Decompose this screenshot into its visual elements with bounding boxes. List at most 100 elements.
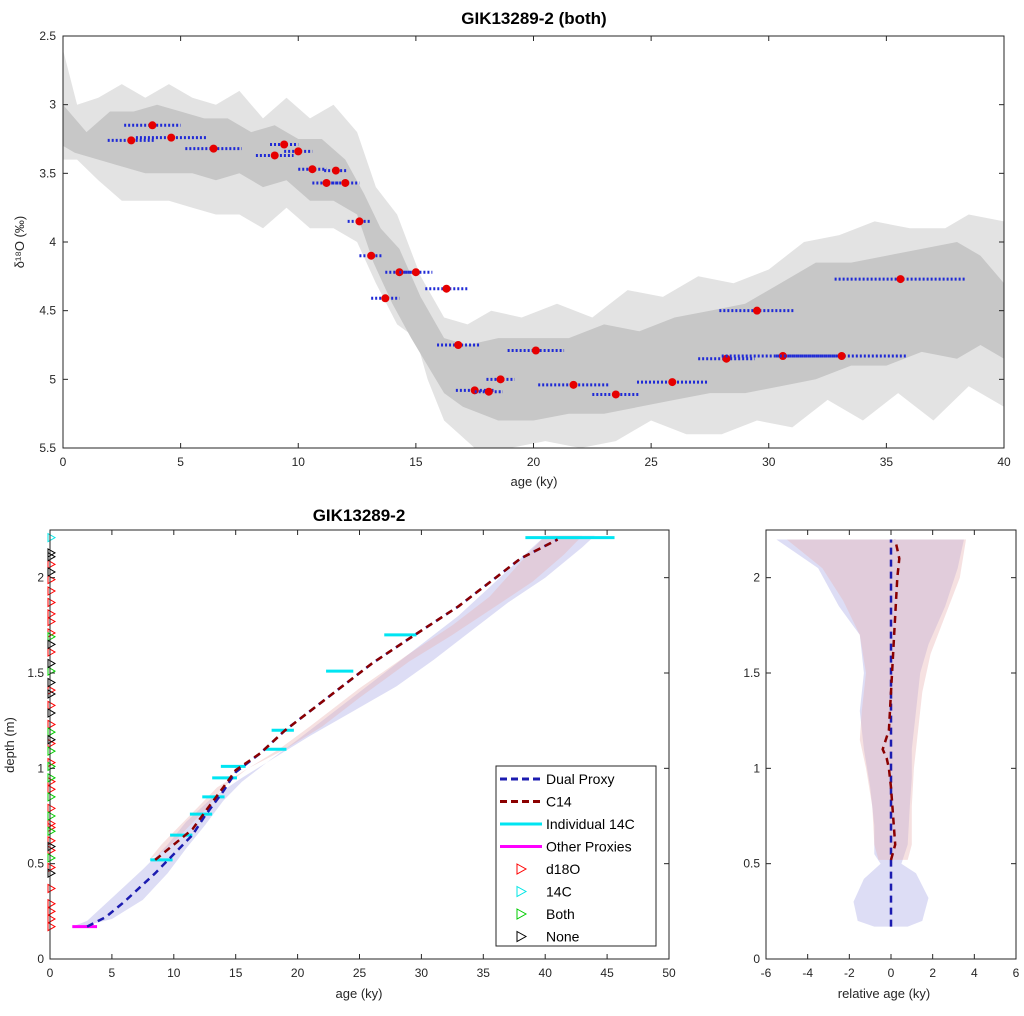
d18o-data-point [367,251,376,260]
y-tick-label: 0 [37,952,44,966]
x-tick-label: 45 [600,966,614,980]
y-tick-label: 1.5 [27,666,44,680]
x-tick-label: 40 [997,455,1011,469]
marker-d18o [47,700,57,711]
d18o-data-point [167,133,176,142]
d18o-data-point [531,346,540,355]
y-tick-label: 4 [49,235,56,249]
x-tick-label: 30 [762,455,776,469]
marker-d18o [47,906,57,917]
d18o-data-point [411,268,420,277]
legend-swatch [516,908,528,920]
marker-none [47,677,57,688]
marker-d18o [47,574,57,585]
x-tick-label: 0 [47,966,54,980]
bottom-left-xlabel: age (ky) [336,986,383,1001]
top-data-marks [107,121,967,399]
d18o-data-point [308,165,317,174]
y-tick-label: 1.5 [743,666,760,680]
marker-d18o [47,898,57,909]
marker-d18o [47,719,57,730]
marker-none [47,567,57,577]
bottom-left-ticks: 0 5 10 15 20 25 30 35 40 45 50 0 0.5 1 1.5 2 [27,530,676,980]
x-tick-label: 0 [888,966,895,980]
y-tick-label: 3.5 [39,166,56,180]
marker-both [47,727,57,737]
x-tick-label: -6 [761,966,772,980]
x-tick-label: 10 [292,455,306,469]
d18o-data-point [355,217,364,226]
x-tick-label: 35 [880,455,894,469]
d18o-data-point [341,178,350,187]
y-tick-label: 1 [37,761,44,775]
legend-label: 14C [546,884,572,900]
legend-swatch [516,885,528,898]
bottom-right-panel: -6 -4 -2 0 2 4 6 0 0.5 1 1.5 2 relative age (ky) [743,529,1020,1001]
marker-none [47,868,57,879]
bottom-right-data-marks [881,539,901,927]
marker-d18o [47,862,57,873]
marker-none [47,658,57,669]
legend-label: Both [546,906,575,922]
relative-c14-band [786,539,966,860]
marker-none [47,708,57,718]
top-ylabel: δ¹⁸O (‰) [12,216,27,268]
c14-uncertainty-band [142,535,583,864]
y-tick-label: 5.5 [39,441,56,455]
y-tick-label: 2 [753,571,760,585]
d18o-data-point [127,136,136,145]
marker-both [47,792,57,802]
d18o-data-point [496,375,505,384]
x-tick-label: 35 [477,966,491,980]
marker-d18o [47,609,57,619]
legend-label: Other Proxies [546,839,632,855]
x-tick-label: 50 [662,966,676,980]
marker-both [47,853,57,863]
legend-label: None [546,929,580,945]
legend-items: Dual Proxy C14 Individual 14C Other Proxies… [500,771,635,945]
marker-d18o [47,914,57,924]
y-tick-label: 0.5 [743,857,760,871]
marker-both [47,811,57,821]
marker-none [47,734,57,745]
d18o-data-point [569,380,578,389]
y-tick-label: 2.5 [39,29,56,43]
marker-14c [47,532,57,543]
legend-label: C14 [546,794,572,810]
y-tick-label: 0.5 [27,857,44,871]
x-tick-label: 4 [971,966,978,980]
marker-d18o [47,803,57,814]
x-tick-label: 15 [229,966,243,980]
legend-label: Individual 14C [546,816,635,832]
x-tick-label: 0 [60,455,67,469]
top-panel: 0 5 10 15 20 25 30 35 40 2.5 3 3.5 4 4.5 5 5.5 GIK13289… [12,9,1011,489]
bottom-left-title: GIK13289-2 [313,506,406,525]
marker-none [47,639,57,650]
d18o-data-point [294,147,303,156]
y-tick-label: 3 [49,98,56,112]
relative-dual-proxy-band [776,539,964,927]
top-xlabel: age (ky) [511,474,558,489]
d18o-data-point [778,351,787,360]
d18o-data-point [381,294,390,303]
x-tick-label: 6 [1013,966,1020,980]
marker-d18o [47,784,57,795]
x-tick-label: -4 [802,966,813,980]
marker-d18o [47,597,57,608]
d18o-data-point [331,166,340,175]
top-title: GIK13289-2 (both) [461,9,606,28]
marker-d18o [47,647,57,657]
x-tick-label: 25 [353,966,367,980]
d18o-data-point [611,390,620,399]
marker-none [47,689,57,699]
d18o-data-point [668,378,677,387]
d18o-data-point [722,354,731,363]
d18o-data-point [322,178,331,187]
marker-d18o [47,616,57,627]
d18o-data-point [148,121,157,130]
y-tick-label: 5 [49,372,56,386]
marker-d18o [47,835,57,846]
x-tick-label: 30 [415,966,429,980]
y-tick-label: 1 [753,761,760,775]
